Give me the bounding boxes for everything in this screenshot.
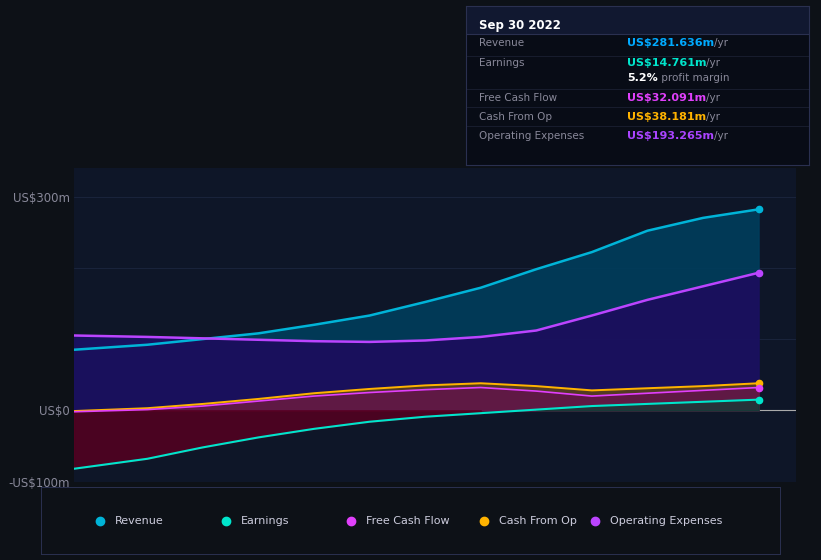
Text: /yr: /yr: [713, 38, 727, 48]
Bar: [466, 6, 809, 34]
Text: Free Cash Flow: Free Cash Flow: [479, 92, 557, 102]
Text: /yr: /yr: [706, 58, 720, 68]
Text: profit margin: profit margin: [658, 73, 730, 83]
Text: Cash From Op: Cash From Op: [479, 112, 553, 122]
Text: Earnings: Earnings: [479, 58, 525, 68]
Text: US$32.091m: US$32.091m: [626, 92, 706, 102]
Text: Revenue: Revenue: [115, 516, 163, 526]
Text: Earnings: Earnings: [241, 516, 289, 526]
Text: US$38.181m: US$38.181m: [626, 112, 706, 122]
Text: US$281.636m: US$281.636m: [626, 38, 714, 48]
Text: 5.2%: 5.2%: [626, 73, 658, 83]
Text: /yr: /yr: [713, 131, 727, 141]
Text: Operating Expenses: Operating Expenses: [479, 131, 585, 141]
Text: US$193.265m: US$193.265m: [626, 131, 713, 141]
Text: Revenue: Revenue: [479, 38, 525, 48]
Text: Operating Expenses: Operating Expenses: [610, 516, 722, 526]
Text: /yr: /yr: [706, 112, 720, 122]
Text: /yr: /yr: [706, 92, 720, 102]
Text: Cash From Op: Cash From Op: [499, 516, 577, 526]
Text: Sep 30 2022: Sep 30 2022: [479, 19, 561, 32]
Text: Free Cash Flow: Free Cash Flow: [366, 516, 450, 526]
Text: US$14.761m: US$14.761m: [626, 58, 706, 68]
